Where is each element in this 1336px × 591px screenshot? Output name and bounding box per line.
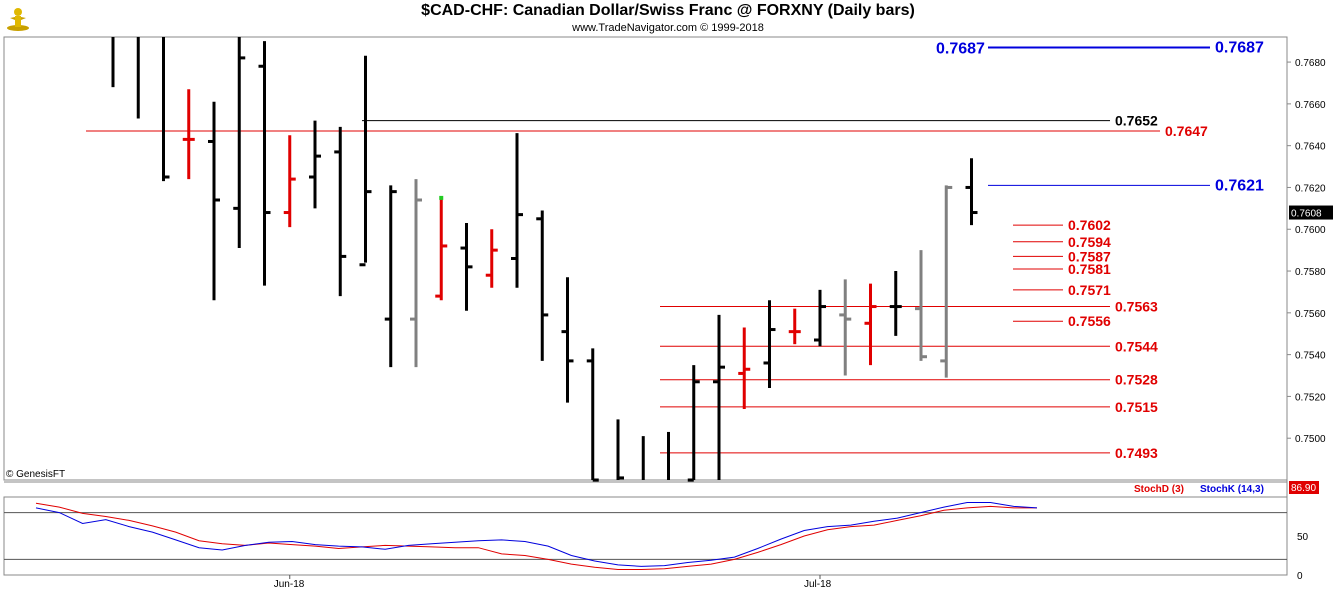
level-label: 0.7594: [1068, 234, 1111, 250]
legend-entry: StochD (3): [1134, 484, 1184, 495]
current-price-label: 0.7608: [1291, 209, 1322, 220]
level-label: 0.7581: [1068, 261, 1111, 277]
stoch-panel-frame: [3, 496, 1288, 576]
y-tick-label: 0.7580: [1295, 267, 1326, 278]
legend-entry: StochK (14,3): [1200, 484, 1264, 495]
stoch-value-label: 86.90: [1291, 483, 1316, 494]
y-tick-label: 0.7660: [1295, 100, 1326, 111]
level-label-left: 0.7687: [936, 40, 985, 57]
level-label: 0.7621: [1215, 177, 1264, 194]
stoch-series-line: [35, 502, 1038, 567]
level-label: 0.7563: [1115, 299, 1158, 315]
watermark: © GenesisFT: [6, 469, 65, 480]
level-label: 0.7544: [1115, 338, 1158, 354]
level-label: 0.7493: [1115, 445, 1158, 461]
x-tick-label: Jun-18: [274, 579, 305, 590]
y-tick-label: 0.7540: [1295, 351, 1326, 362]
stoch-y-tick-label: 0: [1297, 571, 1303, 582]
gold-figure-icon: [7, 8, 29, 31]
level-label: 0.7587: [1068, 248, 1111, 264]
current-price-box: [1289, 205, 1333, 220]
y-tick-label: 0.7620: [1295, 183, 1326, 194]
chart-title: $CAD-CHF: Canadian Dollar/Swiss Franc @ …: [421, 2, 915, 19]
stoch-value-box: [1289, 481, 1319, 494]
level-label: 0.7515: [1115, 399, 1158, 415]
level-label: 0.7687: [1215, 39, 1264, 56]
chart-subtitle: www.TradeNavigator.com © 1999-2018: [572, 22, 764, 34]
stoch-y-tick-label: 50: [1297, 532, 1309, 543]
level-label: 0.7647: [1165, 123, 1208, 139]
level-label: 0.7528: [1115, 372, 1158, 388]
x-tick-label: Jul-18: [804, 579, 832, 590]
level-label: 0.7652: [1115, 113, 1158, 129]
stoch-series-line: [35, 502, 1037, 570]
y-tick-label: 0.7520: [1295, 392, 1326, 403]
y-tick-label: 0.7560: [1295, 309, 1326, 320]
y-tick-label: 0.7500: [1295, 434, 1326, 445]
y-tick-label: 0.7680: [1295, 58, 1326, 69]
highlight-marker: [439, 195, 444, 200]
level-label: 0.7602: [1068, 217, 1111, 233]
level-label: 0.7571: [1068, 282, 1111, 298]
y-tick-label: 0.7600: [1295, 225, 1326, 236]
level-label: 0.7556: [1068, 313, 1111, 329]
y-tick-label: 0.7640: [1295, 142, 1326, 153]
